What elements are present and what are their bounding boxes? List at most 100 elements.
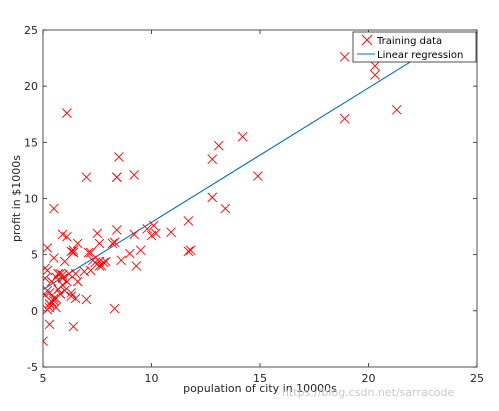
data-point: [43, 265, 53, 276]
data-point-stroke: [81, 172, 92, 182]
y-tick-label: 5: [31, 249, 38, 262]
data-point-stroke: [72, 238, 83, 249]
data-point: [107, 238, 118, 249]
data-point-stroke: [55, 268, 66, 279]
data-point-stroke: [151, 228, 161, 239]
data-point-stroke: [124, 248, 135, 259]
legend-label-training: Training data: [376, 36, 442, 47]
legend-label-regression: Linear regression: [377, 50, 463, 61]
data-point: [43, 243, 53, 253]
data-point: [185, 245, 196, 255]
y-tick-label: 25: [24, 24, 38, 37]
data-point: [129, 170, 139, 180]
plot-background: [43, 30, 477, 367]
x-tick-label: 20: [362, 372, 376, 385]
data-point: [72, 238, 83, 249]
data-point: [151, 228, 161, 239]
data-point: [166, 227, 176, 238]
data-point: [391, 104, 402, 115]
data-point: [83, 247, 94, 258]
data-point: [49, 203, 59, 214]
data-point-stroke: [57, 270, 68, 280]
data-point: [253, 171, 263, 181]
data-point-stroke: [183, 246, 194, 257]
data-point-stroke: [109, 303, 120, 314]
data-point-stroke: [46, 276, 57, 287]
plot-area: [43, 30, 477, 367]
series-layer: [43, 52, 419, 346]
data-point-stroke: [111, 225, 122, 235]
data-point: [68, 321, 79, 332]
data-point: [111, 225, 122, 235]
data-point: [59, 256, 70, 267]
data-point: [57, 280, 68, 290]
data-point-stroke: [213, 140, 224, 151]
data-point: [57, 270, 68, 280]
data-point-stroke: [129, 229, 139, 240]
data-point-stroke: [183, 216, 194, 226]
data-point-stroke: [59, 256, 70, 267]
data-point: [43, 273, 50, 284]
data-point-stroke: [81, 294, 92, 305]
data-point-stroke: [131, 261, 142, 271]
data-point-stroke: [94, 238, 105, 249]
data-point: [339, 113, 350, 124]
data-point-stroke: [85, 247, 96, 258]
data-point-stroke: [68, 321, 79, 332]
legend-marker-training: [361, 34, 373, 46]
data-point-stroke: [98, 257, 109, 268]
data-point-stroke: [129, 170, 139, 180]
data-point: [116, 255, 126, 266]
data-point-stroke: [44, 288, 55, 298]
regression-line: [43, 56, 419, 290]
data-point: [124, 248, 135, 259]
x-axis-label: population of city in 10000s: [183, 382, 337, 395]
y-axis-label: profit in $1000s: [10, 155, 23, 242]
data-point: [68, 245, 79, 255]
data-point: [72, 276, 83, 287]
data-point: [44, 319, 55, 330]
data-point-stroke: [66, 288, 77, 298]
data-point-stroke: [166, 227, 176, 238]
data-point: [129, 229, 139, 240]
data-point: [81, 294, 92, 305]
data-point: [183, 216, 194, 226]
data-point-stroke: [116, 255, 126, 266]
data-point-stroke: [370, 70, 380, 80]
data-point-stroke: [44, 319, 55, 330]
data-point-stroke: [43, 273, 50, 282]
data-point-stroke: [79, 266, 90, 277]
data-point: [109, 237, 120, 248]
data-point: [66, 288, 77, 298]
data-point: [207, 154, 218, 165]
data-point: [101, 256, 111, 267]
data-point: [148, 220, 159, 231]
data-point: [68, 247, 79, 258]
data-point-stroke: [237, 131, 248, 142]
data-point-stroke: [57, 229, 68, 240]
data-point-stroke: [43, 336, 48, 342]
data-point-stroke: [220, 203, 231, 214]
x-tick-label: 15: [253, 372, 267, 385]
data-point: [92, 228, 103, 239]
data-point: [339, 52, 350, 62]
data-point-stroke: [57, 280, 68, 290]
data-point: [46, 276, 57, 287]
data-point-stroke: [62, 276, 72, 287]
data-point-stroke: [68, 245, 79, 255]
data-point-stroke: [142, 224, 152, 234]
data-point-stroke: [339, 52, 350, 62]
data-point-stroke: [49, 293, 59, 304]
data-point: [94, 238, 105, 249]
data-point-stroke: [135, 245, 146, 255]
data-point: [55, 268, 66, 279]
data-point: [57, 273, 68, 284]
data-point: [85, 247, 96, 258]
data-point: [49, 253, 59, 263]
data-point-stroke: [111, 172, 122, 182]
data-point: [62, 276, 72, 287]
data-point-stroke: [64, 268, 74, 279]
data-point-stroke: [148, 220, 159, 231]
data-point-stroke: [85, 265, 96, 276]
data-point-stroke: [185, 245, 196, 255]
